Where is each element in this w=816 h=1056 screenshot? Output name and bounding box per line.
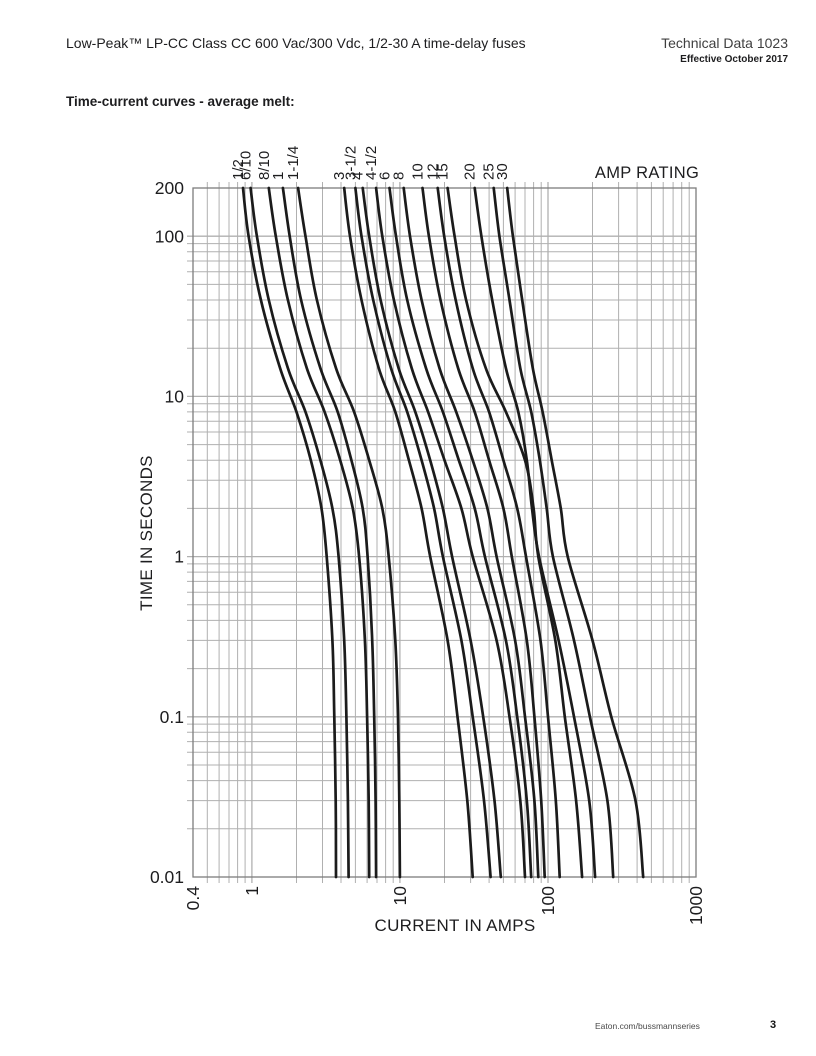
curve-8 bbox=[402, 186, 540, 879]
y-tick-label-0.1: 0.1 bbox=[160, 707, 184, 727]
doc-title: Technical Data 1023 bbox=[661, 35, 788, 51]
curve-20 bbox=[473, 186, 597, 879]
section-title: Time-current curves - average melt: bbox=[66, 94, 295, 109]
axis-titles: CURRENT IN AMPS TIME IN SECONDS AMP RATING bbox=[137, 164, 699, 935]
x-tick-label-1: 1 bbox=[242, 886, 262, 896]
fuse-curves bbox=[241, 186, 645, 879]
amp-label-25: 25 bbox=[481, 163, 498, 180]
curve-6-10 bbox=[249, 186, 350, 879]
curve-12 bbox=[436, 186, 562, 879]
amp-label-6-10: 6/10 bbox=[238, 151, 255, 180]
amp-rating-legend-title: AMP RATING bbox=[595, 164, 699, 182]
curve-1-1-4 bbox=[296, 186, 402, 879]
y-tick-label-200: 200 bbox=[155, 178, 184, 198]
amp-label-4: 4 bbox=[350, 172, 367, 180]
curve-25 bbox=[492, 186, 615, 879]
footer-url: Eaton.com/bussmannseries bbox=[595, 1021, 700, 1031]
y-tick-label-0.01: 0.01 bbox=[150, 867, 184, 887]
curve-30 bbox=[505, 186, 645, 879]
plot-frame bbox=[192, 187, 697, 878]
curve-1-2 bbox=[241, 186, 338, 879]
document-meta: Technical Data 1023 Effective October 20… bbox=[661, 35, 788, 65]
amp-label-20: 20 bbox=[462, 163, 479, 180]
curve-6 bbox=[388, 186, 533, 879]
y-tick-label-100: 100 bbox=[155, 226, 184, 246]
amp-label-8: 8 bbox=[391, 172, 408, 180]
amp-label-30: 30 bbox=[494, 163, 511, 180]
curve-3-1-2 bbox=[354, 186, 492, 879]
curve-10 bbox=[421, 186, 547, 879]
y-axis-tick-labels: 200 100 10 1 0.1 0.01 bbox=[150, 178, 184, 887]
x-axis-title: CURRENT IN AMPS bbox=[375, 916, 536, 935]
x-tick-label-100: 100 bbox=[538, 886, 558, 915]
grid bbox=[187, 182, 696, 883]
curve-4-1-2 bbox=[374, 186, 527, 879]
effective-date: Effective October 2017 bbox=[680, 54, 788, 65]
amp-label-1-1-4: 1-1/4 bbox=[285, 146, 302, 180]
amp-label-8-10: 8/10 bbox=[256, 151, 273, 180]
y-tick-label-1: 1 bbox=[174, 547, 184, 567]
amp-label-10: 10 bbox=[410, 163, 427, 180]
amp-label-3: 3 bbox=[331, 172, 348, 180]
amp-label-3-1-2: 3-1/2 bbox=[342, 146, 359, 180]
curve-4 bbox=[361, 186, 503, 879]
amp-label-6: 6 bbox=[377, 172, 394, 180]
amp-label-1-2: 1/2 bbox=[230, 159, 247, 180]
x-tick-label-0.4: 0.4 bbox=[183, 886, 203, 911]
curve-1 bbox=[281, 186, 378, 879]
x-axis-tick-labels: 0.4 1 10 100 1000 bbox=[183, 886, 706, 925]
y-axis-title: TIME IN SECONDS bbox=[137, 455, 156, 611]
page-number: 3 bbox=[770, 1019, 777, 1031]
curve-8-10 bbox=[267, 186, 371, 879]
amp-label-12: 12 bbox=[425, 163, 442, 180]
x-tick-label-10: 10 bbox=[390, 886, 410, 906]
curve-3 bbox=[342, 186, 475, 879]
x-tick-label-1000: 1000 bbox=[686, 886, 706, 925]
amp-label-1: 1 bbox=[270, 172, 287, 180]
product-title: Low-Peak™ LP-CC Class CC 600 Vac/300 Vdc… bbox=[66, 35, 526, 51]
plot-border bbox=[192, 187, 697, 878]
amp-label-15: 15 bbox=[435, 163, 452, 180]
amp-label-4-1-2: 4-1/2 bbox=[363, 146, 380, 180]
y-tick-label-10: 10 bbox=[165, 387, 185, 407]
